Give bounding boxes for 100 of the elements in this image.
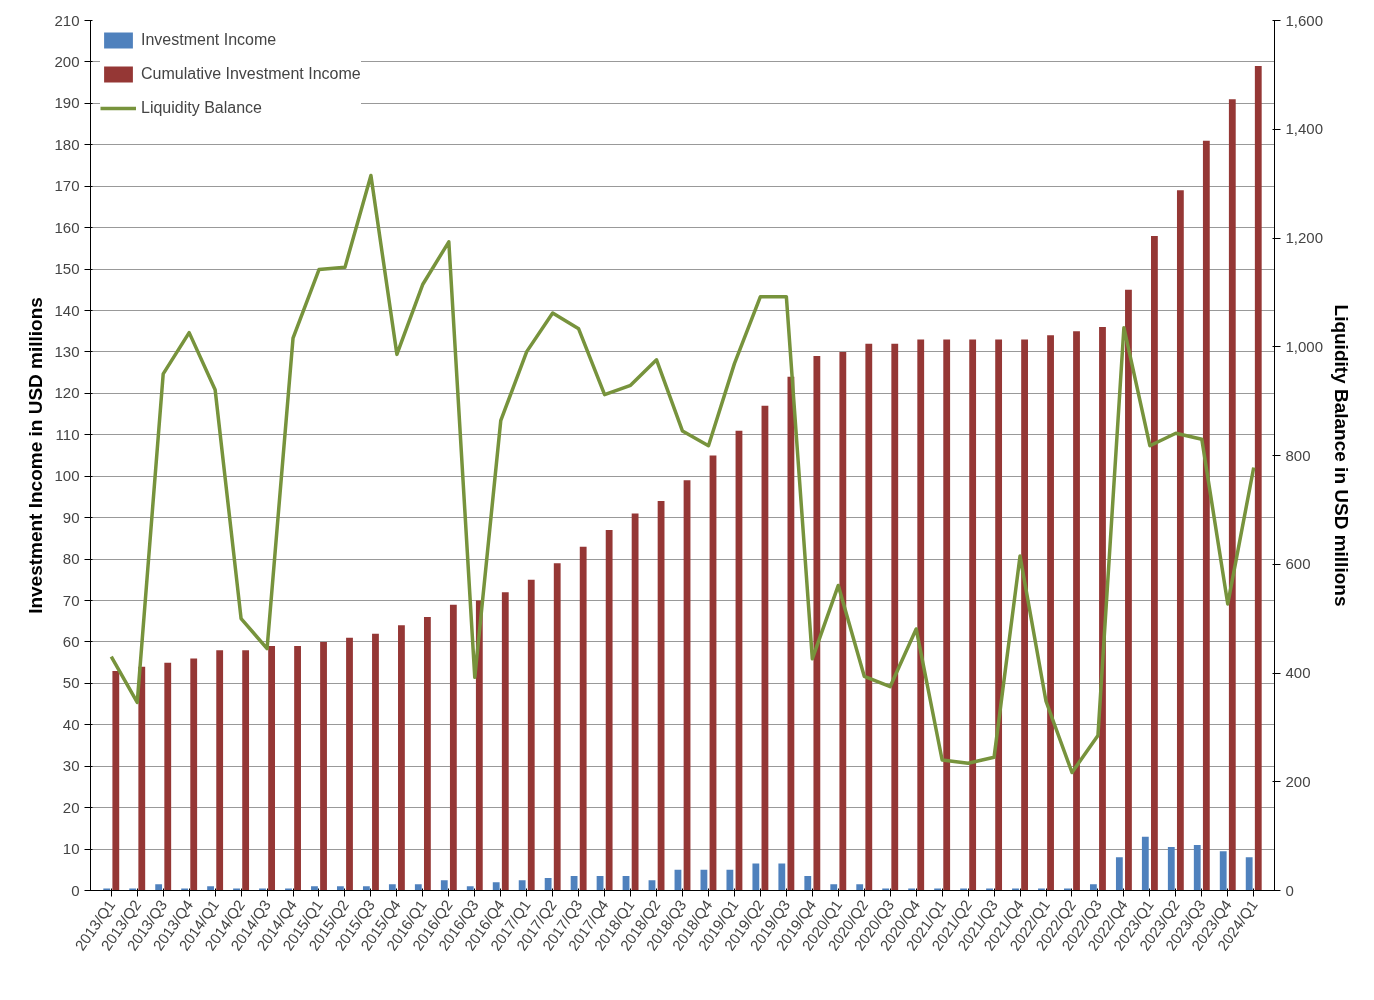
y-tick-label: 80	[62, 550, 80, 568]
y-tick-label: 90	[62, 508, 80, 526]
y-axis-title: Investment Income in USD millions	[25, 297, 47, 614]
y2-tick-label: 1,600	[1285, 11, 1324, 29]
bar	[1064, 888, 1071, 891]
y-tick-label: 140	[54, 301, 80, 319]
y-tick-label: 10	[62, 840, 80, 858]
bar	[1141, 836, 1149, 891]
bar	[579, 546, 587, 891]
y2-tick-label: 800	[1285, 446, 1311, 464]
bar	[839, 351, 847, 891]
bar	[155, 884, 163, 891]
y2-tick-label: 1,200	[1285, 229, 1324, 246]
y-tick-label: 180	[54, 135, 80, 153]
y-tick-label: 30	[62, 757, 80, 775]
bar	[346, 637, 353, 891]
bar	[294, 646, 301, 891]
bar	[960, 888, 967, 891]
bar	[1089, 884, 1097, 891]
bar	[865, 343, 873, 891]
bar	[129, 888, 137, 891]
bar	[242, 650, 250, 891]
bar	[544, 878, 552, 891]
bar	[856, 884, 864, 891]
bar	[1099, 327, 1106, 891]
bar	[804, 876, 812, 891]
bar	[138, 666, 146, 891]
bar	[518, 880, 526, 891]
bar	[1219, 851, 1227, 891]
bar	[311, 886, 318, 891]
bar	[986, 888, 993, 891]
y2-tick-label: 600	[1285, 555, 1311, 573]
bar	[492, 882, 500, 891]
y-tick-label: 0	[71, 881, 80, 899]
y2-tick-label: 400	[1285, 664, 1311, 681]
bar	[259, 888, 266, 891]
bar	[1151, 235, 1158, 891]
bar	[891, 343, 899, 891]
bar	[1038, 888, 1045, 891]
bar	[1167, 847, 1175, 891]
y-tick-label: 150	[54, 260, 80, 278]
bar	[605, 530, 613, 891]
y-tick-label: 70	[62, 591, 80, 609]
y-tick-label: 210	[54, 11, 80, 29]
bar	[466, 886, 474, 891]
bar	[995, 339, 1003, 891]
bar	[320, 641, 327, 891]
bar	[969, 339, 977, 891]
bar	[527, 579, 535, 891]
bar	[501, 592, 509, 891]
y-tick-label: 200	[54, 52, 80, 70]
y-tick-label: 60	[62, 632, 80, 650]
bar	[1254, 66, 1262, 891]
bar	[882, 888, 890, 891]
bar	[190, 658, 198, 891]
bar	[778, 863, 786, 891]
bar	[207, 886, 214, 891]
y2-axis-title: Liquidity Balance in USD millions	[1331, 304, 1353, 607]
bar	[1193, 844, 1201, 891]
y-tick-label: 190	[54, 94, 80, 112]
bar	[830, 884, 838, 891]
bar	[934, 888, 942, 891]
bar	[398, 625, 405, 891]
bar	[112, 670, 120, 891]
bar	[362, 886, 370, 891]
bar	[1073, 331, 1080, 891]
y2-tick-label: 0	[1285, 881, 1294, 899]
bar	[449, 604, 457, 891]
bar	[103, 888, 111, 891]
bar	[423, 617, 431, 891]
bar	[1021, 339, 1028, 891]
bar	[631, 513, 639, 891]
bar	[726, 869, 734, 891]
y-tick-label: 160	[54, 218, 80, 236]
y-tick-label: 100	[54, 467, 80, 485]
bar	[233, 888, 240, 891]
y-tick-label: 20	[62, 798, 80, 816]
bar	[1228, 99, 1236, 891]
bar	[813, 356, 821, 891]
line-series	[109, 173, 1256, 775]
bar	[1047, 335, 1054, 891]
bar	[440, 880, 448, 891]
bar	[752, 863, 760, 891]
bar	[787, 376, 795, 891]
y-tick-label: 110	[55, 425, 80, 443]
bar	[388, 884, 396, 891]
bar	[181, 888, 189, 891]
bar	[917, 339, 925, 891]
bar	[372, 633, 379, 891]
bar	[414, 884, 422, 891]
bar	[164, 662, 172, 891]
bar	[216, 650, 224, 891]
bar	[1202, 140, 1210, 891]
bar	[1125, 289, 1132, 891]
bar	[1012, 888, 1019, 891]
bar	[1176, 190, 1184, 891]
y2-tick-label: 1,400	[1285, 120, 1324, 138]
bar	[908, 888, 916, 891]
y-tick-label: 130	[54, 342, 80, 360]
y-tick-label: 170	[54, 177, 80, 195]
